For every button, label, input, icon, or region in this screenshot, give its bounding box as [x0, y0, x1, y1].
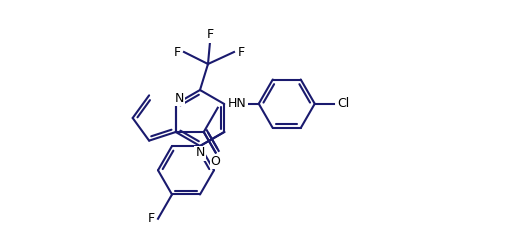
Text: HN: HN — [227, 97, 246, 110]
Text: O: O — [210, 155, 220, 168]
Text: N: N — [175, 92, 184, 105]
Text: F: F — [147, 212, 154, 225]
Text: F: F — [206, 29, 213, 42]
Text: F: F — [173, 46, 180, 59]
Text: N: N — [195, 147, 205, 160]
Text: F: F — [237, 46, 244, 59]
Text: Cl: Cl — [336, 97, 349, 110]
